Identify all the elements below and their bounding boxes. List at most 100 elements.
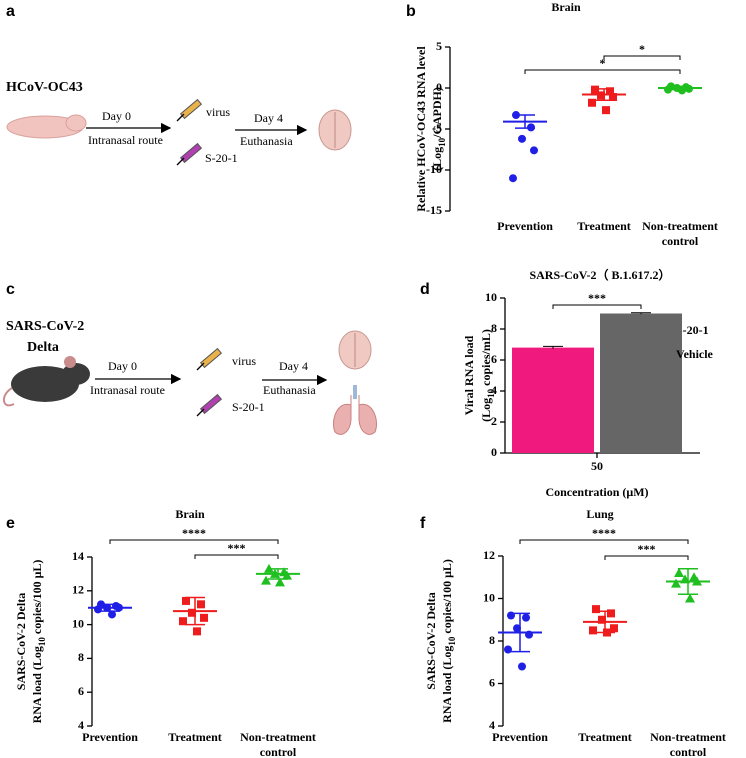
significance-label: ***	[228, 541, 246, 555]
y-axis-label-part: RNA load (Log	[30, 646, 44, 723]
data-point	[522, 613, 530, 622]
significance-label: *	[639, 42, 645, 56]
y-axis-label-part: (Log	[430, 147, 444, 171]
significance-bracket	[603, 55, 681, 60]
data-point	[518, 662, 526, 671]
data-point	[193, 627, 201, 636]
data-point	[609, 93, 617, 102]
y-axis-label: (Log10/GAPDH)	[430, 87, 447, 171]
panel-letter: d	[420, 281, 430, 298]
data-point	[261, 575, 271, 585]
error-bar	[100, 603, 120, 612]
y-axis-label: SARS-CoV-2 Delta	[14, 593, 28, 690]
data-point	[589, 626, 597, 635]
y-tick-label: -15	[426, 203, 442, 217]
pup-icon	[6, 114, 87, 139]
y-tick-label: 6	[491, 352, 497, 366]
injection-label: S-20-1	[232, 400, 265, 414]
lung-icon	[333, 385, 377, 435]
data-point	[591, 85, 599, 94]
significance-bracket	[519, 539, 689, 544]
error-bar	[543, 345, 563, 349]
step-label: Intranasal route	[90, 383, 165, 397]
y-tick-label: 0	[436, 80, 442, 94]
error-bar	[670, 85, 690, 91]
error-bar	[268, 568, 288, 580]
y-axis-label-part: copies/100 μL)	[440, 559, 454, 636]
x-tick-label: Prevention	[492, 730, 548, 744]
data-point	[602, 106, 610, 115]
y-tick-label: 10	[72, 616, 84, 630]
x-tick-label: 50	[591, 459, 603, 473]
error-bar	[515, 114, 535, 129]
x-tick-label: Treatment	[168, 730, 222, 744]
y-axis-label-part: 10	[437, 137, 447, 147]
y-axis-label-part: copies/100 μL)	[30, 560, 44, 637]
data-point	[606, 87, 614, 96]
data-point	[282, 570, 292, 580]
significance-label: *	[600, 56, 606, 70]
y-tick-label: 0	[491, 445, 497, 459]
y-axis-label-part: RNA load (Log	[440, 646, 454, 723]
significance-bracket	[524, 69, 681, 74]
syringe-icon	[196, 393, 223, 417]
legend-label: S-20-1	[676, 323, 709, 337]
error-bar	[631, 312, 651, 315]
y-tick-label: 6	[489, 675, 495, 689]
injection-label: virus	[232, 354, 256, 368]
y-tick-label: 4	[491, 383, 497, 397]
data-point	[685, 593, 695, 603]
data-point	[509, 174, 517, 183]
data-point	[108, 610, 116, 619]
y-tick-label: 4	[489, 718, 495, 732]
data-point	[671, 578, 681, 588]
y-tick-label: 12	[72, 583, 84, 597]
significance-label: ***	[638, 542, 656, 556]
injection-label: virus	[206, 105, 230, 119]
y-axis-label-part: copies/mL)	[479, 329, 493, 389]
brain-icon	[338, 330, 372, 370]
syringe-icon	[176, 142, 203, 166]
data-point	[530, 146, 538, 155]
data-point	[674, 568, 684, 577]
data-point	[513, 624, 521, 633]
panel-a: a HCoV-OC43 Day 0 Intranasal route virus…	[6, 3, 352, 166]
y-axis-label: Relative HCoV-OC43 RNA level	[414, 46, 428, 212]
panel-letter: a	[6, 3, 15, 20]
x-tick-label-line: Non-treatment	[650, 730, 726, 744]
x-tick-label: Treatment	[577, 219, 631, 233]
panel-letter: f	[420, 515, 426, 532]
y-tick-label: 5	[436, 39, 442, 53]
y-tick-label: -10	[426, 162, 442, 176]
x-tick-label: Non-treatment control	[642, 219, 718, 248]
step-label: Day 4	[279, 359, 308, 373]
y-tick-label: 8	[491, 321, 497, 335]
chart-title: Brain	[551, 0, 581, 14]
step-label: Intranasal route	[88, 133, 163, 147]
y-tick-label: 8	[78, 650, 84, 664]
data-point	[610, 624, 618, 633]
data-point	[179, 617, 187, 626]
panel-letter: e	[6, 515, 15, 532]
significance-bracket	[604, 555, 689, 560]
data-point	[592, 605, 600, 614]
data-point	[200, 613, 208, 622]
panel-letter: b	[406, 3, 416, 20]
x-tick-label-line: Non-treatment	[642, 219, 718, 233]
legend-label: Vehicle	[676, 347, 714, 361]
data-point	[527, 123, 535, 132]
y-tick-label: 8	[489, 633, 495, 647]
x-tick-label-line: Non-treatment	[240, 730, 316, 744]
data-point	[607, 609, 615, 618]
syringe-icon	[176, 98, 203, 122]
y-axis-label-part: 10	[486, 388, 496, 398]
y-tick-label: 6	[78, 684, 84, 698]
bar	[512, 347, 594, 453]
y-axis-label: (Log10 copies/mL)	[479, 329, 496, 422]
data-point	[598, 615, 606, 624]
syringe-icon	[196, 347, 223, 371]
y-axis-label-part: /GAPDH)	[430, 87, 444, 139]
chart-title: Lung	[586, 507, 613, 521]
significance-label: ****	[182, 526, 206, 540]
error-bar	[594, 88, 614, 102]
